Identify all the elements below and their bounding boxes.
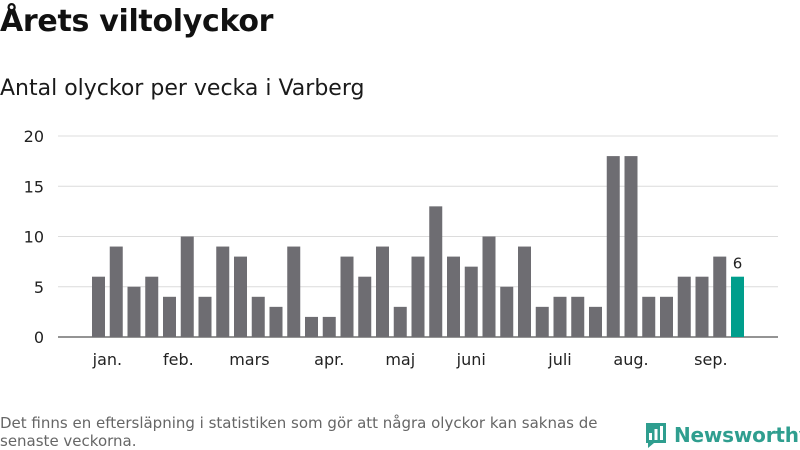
x-tick-label: apr.	[314, 350, 344, 369]
bar	[518, 246, 531, 337]
chart-title: Årets viltolyckor	[0, 4, 274, 39]
bar	[429, 206, 443, 337]
bar	[571, 296, 585, 337]
bar-chart: 0 5 10 15 20 6 jan. feb. mars apr. maj juni juli aug.…	[24, 127, 778, 369]
bar	[109, 246, 123, 337]
bar	[127, 286, 141, 337]
x-tick-label: aug.	[613, 350, 648, 369]
bar	[322, 316, 336, 337]
bar	[535, 306, 549, 337]
bar	[606, 156, 620, 337]
newsworthy-logo-icon	[646, 423, 666, 448]
brand-name: Newsworthy	[674, 423, 800, 447]
x-tick-label: jan.	[92, 350, 122, 369]
data-label: 6	[733, 255, 743, 273]
bar	[234, 256, 247, 337]
brand: Newsworthy	[644, 420, 800, 450]
x-tick-label: maj	[385, 350, 415, 369]
y-tick-label: 5	[34, 278, 44, 297]
bar	[376, 246, 389, 337]
y-tick-label: 10	[24, 228, 44, 247]
chart-subtitle: Antal olyckor per vecka i Varberg	[0, 76, 365, 101]
bar	[624, 156, 638, 337]
bar	[447, 256, 460, 337]
bar	[180, 236, 194, 337]
y-tick-label: 20	[24, 127, 44, 146]
bar	[713, 256, 727, 337]
bar	[216, 246, 230, 337]
x-tick-label: juli	[547, 350, 571, 369]
footnote: Det finns en eftersläpning i statistiken…	[0, 414, 598, 450]
x-tick-label: sep.	[694, 350, 727, 369]
bar	[251, 296, 265, 337]
bar	[92, 276, 105, 337]
bar	[305, 316, 318, 337]
bar	[677, 276, 691, 337]
bar	[411, 256, 425, 337]
bar	[500, 286, 514, 337]
x-tick-label: mars	[229, 350, 269, 369]
bar	[163, 296, 176, 337]
bar	[589, 306, 602, 337]
bar	[642, 296, 656, 337]
bar	[145, 276, 159, 337]
x-tick-label: feb.	[163, 350, 194, 369]
bar	[198, 296, 212, 337]
bar	[393, 306, 407, 337]
bar	[340, 256, 354, 337]
y-tick-label: 0	[34, 328, 44, 347]
bar-highlight	[731, 276, 744, 337]
x-tick-label: juni	[456, 350, 486, 369]
bar	[660, 296, 673, 337]
bar	[358, 276, 372, 337]
bar	[464, 266, 478, 337]
bar	[695, 276, 709, 337]
y-tick-label: 15	[24, 177, 44, 196]
bar	[482, 236, 496, 337]
bar	[553, 296, 567, 337]
bar	[287, 246, 301, 337]
bar	[269, 306, 283, 337]
